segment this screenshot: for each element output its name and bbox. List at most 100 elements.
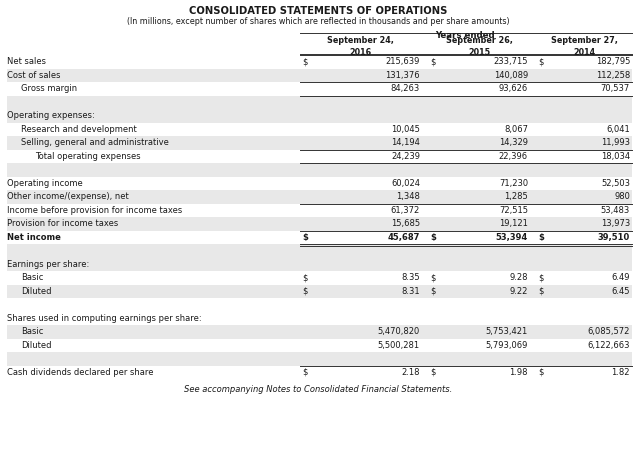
Text: 233,715: 233,715 bbox=[494, 57, 528, 66]
Text: Provision for income taxes: Provision for income taxes bbox=[7, 219, 118, 228]
Text: $: $ bbox=[538, 233, 544, 242]
Text: Total operating expenses: Total operating expenses bbox=[35, 152, 141, 161]
Text: $: $ bbox=[302, 368, 307, 377]
Text: Gross margin: Gross margin bbox=[21, 84, 77, 93]
Text: Diluted: Diluted bbox=[21, 287, 52, 296]
Text: September 27,
2014: September 27, 2014 bbox=[551, 36, 618, 57]
Text: Cost of sales: Cost of sales bbox=[7, 71, 60, 80]
Bar bbox=[7, 96, 632, 109]
Text: Operating income: Operating income bbox=[7, 179, 83, 188]
Text: 5,753,421: 5,753,421 bbox=[486, 327, 528, 336]
Bar bbox=[7, 136, 632, 150]
Bar bbox=[7, 352, 632, 365]
Text: 5,500,281: 5,500,281 bbox=[378, 341, 420, 350]
Text: 1.82: 1.82 bbox=[611, 368, 630, 377]
Text: Cash dividends declared per share: Cash dividends declared per share bbox=[7, 368, 153, 377]
Text: Operating expenses:: Operating expenses: bbox=[7, 111, 95, 120]
Text: 1.98: 1.98 bbox=[509, 368, 528, 377]
Bar bbox=[7, 109, 632, 123]
Text: 1,285: 1,285 bbox=[504, 192, 528, 201]
Text: 2.18: 2.18 bbox=[401, 368, 420, 377]
Text: $: $ bbox=[302, 273, 307, 282]
Text: 140,089: 140,089 bbox=[494, 71, 528, 80]
Text: 15,685: 15,685 bbox=[391, 219, 420, 228]
Text: 5,793,069: 5,793,069 bbox=[486, 341, 528, 350]
Text: 182,795: 182,795 bbox=[596, 57, 630, 66]
Text: CONSOLIDATED STATEMENTS OF OPERATIONS: CONSOLIDATED STATEMENTS OF OPERATIONS bbox=[189, 6, 447, 16]
Text: $: $ bbox=[430, 233, 436, 242]
Text: 24,239: 24,239 bbox=[391, 152, 420, 161]
Text: $: $ bbox=[302, 57, 307, 66]
Text: $: $ bbox=[302, 287, 307, 296]
Text: (In millions, except number of shares which are reflected in thousands and per s: (In millions, except number of shares wh… bbox=[127, 17, 509, 26]
Text: Selling, general and administrative: Selling, general and administrative bbox=[21, 138, 169, 147]
Text: Years ended: Years ended bbox=[435, 31, 495, 40]
Text: Diluted: Diluted bbox=[21, 341, 52, 350]
Text: $: $ bbox=[430, 273, 436, 282]
Text: 6,085,572: 6,085,572 bbox=[588, 327, 630, 336]
Text: 9.22: 9.22 bbox=[509, 287, 528, 296]
Bar bbox=[7, 325, 632, 338]
Text: 8.31: 8.31 bbox=[401, 287, 420, 296]
Bar bbox=[7, 69, 632, 82]
Text: $: $ bbox=[430, 368, 436, 377]
Text: 72,515: 72,515 bbox=[499, 206, 528, 215]
Text: $: $ bbox=[538, 368, 543, 377]
Text: See accompanying Notes to Consolidated Financial Statements.: See accompanying Notes to Consolidated F… bbox=[184, 385, 452, 394]
Text: 11,993: 11,993 bbox=[601, 138, 630, 147]
Text: Other income/(expense), net: Other income/(expense), net bbox=[7, 192, 128, 201]
Text: Net income: Net income bbox=[7, 233, 61, 242]
Bar bbox=[7, 244, 632, 258]
Text: 5,470,820: 5,470,820 bbox=[378, 327, 420, 336]
Text: 53,483: 53,483 bbox=[601, 206, 630, 215]
Text: 39,510: 39,510 bbox=[598, 233, 630, 242]
Text: 71,230: 71,230 bbox=[499, 179, 528, 188]
Text: 84,263: 84,263 bbox=[391, 84, 420, 93]
Bar bbox=[7, 285, 632, 298]
Text: $: $ bbox=[538, 57, 543, 66]
Text: 6,041: 6,041 bbox=[606, 125, 630, 134]
Text: September 24,
2016: September 24, 2016 bbox=[326, 36, 394, 57]
Text: $: $ bbox=[430, 57, 436, 66]
Text: 93,626: 93,626 bbox=[499, 84, 528, 93]
Text: Income before provision for income taxes: Income before provision for income taxes bbox=[7, 206, 183, 215]
Text: 70,537: 70,537 bbox=[601, 84, 630, 93]
Text: 980: 980 bbox=[614, 192, 630, 201]
Bar bbox=[7, 258, 632, 271]
Text: Earnings per share:: Earnings per share: bbox=[7, 260, 89, 269]
Text: 52,503: 52,503 bbox=[601, 179, 630, 188]
Text: 215,639: 215,639 bbox=[385, 57, 420, 66]
Text: 1,348: 1,348 bbox=[396, 192, 420, 201]
Text: $: $ bbox=[538, 287, 543, 296]
Text: 45,687: 45,687 bbox=[387, 233, 420, 242]
Text: 13,973: 13,973 bbox=[601, 219, 630, 228]
Text: 6.45: 6.45 bbox=[611, 287, 630, 296]
Text: 53,394: 53,394 bbox=[495, 233, 528, 242]
Text: Basic: Basic bbox=[21, 327, 43, 336]
Text: 6.49: 6.49 bbox=[611, 273, 630, 282]
Bar bbox=[7, 163, 632, 177]
Text: 18,034: 18,034 bbox=[601, 152, 630, 161]
Text: 22,396: 22,396 bbox=[499, 152, 528, 161]
Text: 8.35: 8.35 bbox=[401, 273, 420, 282]
Text: Shares used in computing earnings per share:: Shares used in computing earnings per sh… bbox=[7, 314, 202, 323]
Text: 14,329: 14,329 bbox=[499, 138, 528, 147]
Text: 6,122,663: 6,122,663 bbox=[588, 341, 630, 350]
Text: $: $ bbox=[302, 233, 308, 242]
Text: $: $ bbox=[430, 287, 436, 296]
Text: 14,194: 14,194 bbox=[391, 138, 420, 147]
Text: Research and development: Research and development bbox=[21, 125, 137, 134]
Text: September 26,
2015: September 26, 2015 bbox=[446, 36, 513, 57]
Text: 10,045: 10,045 bbox=[391, 125, 420, 134]
Text: 9.28: 9.28 bbox=[509, 273, 528, 282]
Text: Net sales: Net sales bbox=[7, 57, 46, 66]
Text: 19,121: 19,121 bbox=[499, 219, 528, 228]
Bar bbox=[7, 217, 632, 231]
Text: 112,258: 112,258 bbox=[596, 71, 630, 80]
Text: $: $ bbox=[538, 273, 543, 282]
Text: 8,067: 8,067 bbox=[504, 125, 528, 134]
Text: 60,024: 60,024 bbox=[391, 179, 420, 188]
Text: 131,376: 131,376 bbox=[385, 71, 420, 80]
Text: Basic: Basic bbox=[21, 273, 43, 282]
Text: 61,372: 61,372 bbox=[391, 206, 420, 215]
